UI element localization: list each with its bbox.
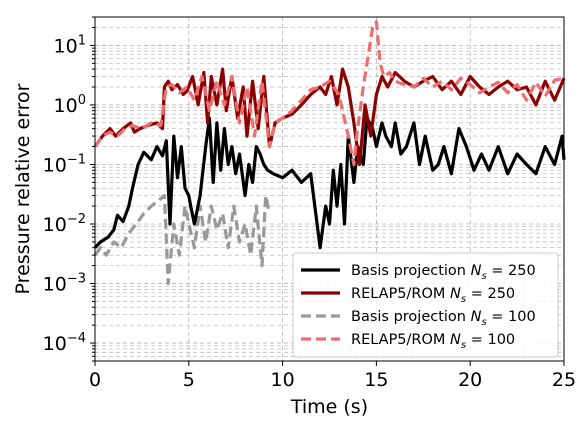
series-line-3 <box>93 20 565 167</box>
y-tick-label: 10−4 <box>43 331 86 355</box>
x-tick-label: 5 <box>183 369 195 391</box>
x-axis: 0 5 10 15 20 25 <box>89 361 576 391</box>
y-tick-label: 10−2 <box>43 212 86 236</box>
x-axis-label: Time (s) <box>290 396 368 418</box>
legend-label: Basis projection Ns = 100 <box>351 309 536 328</box>
y-tick-label: 10−3 <box>43 272 86 296</box>
series-line-0 <box>93 116 566 250</box>
x-tick-label: 15 <box>364 369 388 391</box>
y-axis-label: Pressure relative error <box>12 83 34 294</box>
x-tick-label: 25 <box>552 369 576 391</box>
y-tick-label: 101 <box>54 33 86 57</box>
y-tick-label: 10−1 <box>43 152 86 176</box>
plot-lines <box>93 20 566 286</box>
legend-label: RELAP5/ROM Ns = 100 <box>351 332 515 351</box>
legend: Basis projection Ns = 250 RELAP5/ROM Ns =… <box>292 252 559 358</box>
series-line-1 <box>93 67 566 167</box>
y-tick-label: 100 <box>54 93 86 117</box>
plot-frame <box>94 16 565 362</box>
y-axis: 10−4 10−3 10−2 10−1 100 101 <box>43 16 95 362</box>
x-tick-label: 10 <box>271 369 295 391</box>
legend-box <box>292 252 559 358</box>
legend-label: Basis projection Ns = 250 <box>351 263 536 282</box>
legend-label: RELAP5/ROM Ns = 250 <box>351 286 515 305</box>
x-tick-label: 0 <box>89 369 101 391</box>
x-tick-label: 20 <box>458 369 482 391</box>
series-line-2 <box>93 194 272 286</box>
